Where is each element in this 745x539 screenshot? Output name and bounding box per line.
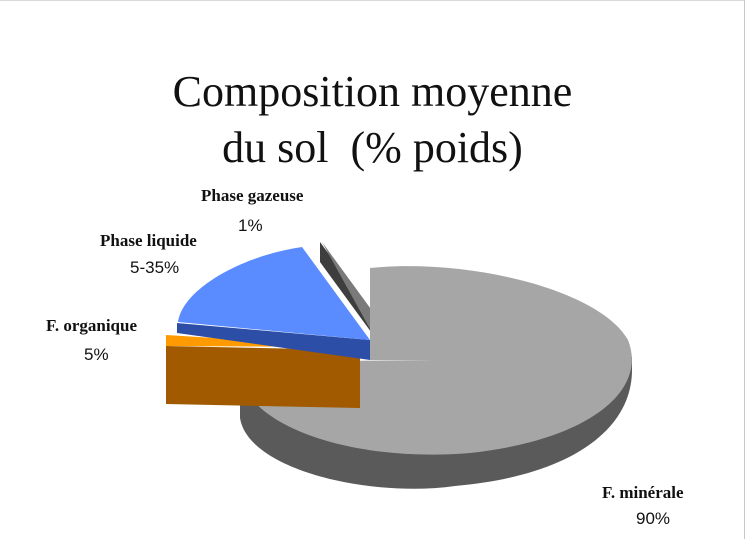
chart-title-line-1: Composition moyenne: [172, 67, 573, 116]
label-f-minerale: F. minérale: [602, 483, 684, 502]
frame-top-border: [0, 0, 745, 1]
slice-liquid-side: [177, 323, 370, 360]
value-phase-gazeuse: 1%: [238, 216, 263, 235]
slice-organic-side: [166, 346, 360, 408]
label-f-organique: F. organique: [46, 316, 138, 335]
slice-mineral-side: [240, 356, 632, 489]
slice-liquid-top: [178, 247, 370, 340]
value-f-organique: 5%: [84, 345, 109, 364]
value-f-minerale: 90%: [636, 509, 671, 528]
label-phase-liquide: Phase liquide: [100, 231, 197, 250]
value-phase-liquide: 5-35%: [130, 258, 180, 277]
chart-title-line-2: du sol (% poids): [222, 123, 523, 172]
label-phase-gazeuse: Phase gazeuse: [201, 186, 304, 205]
